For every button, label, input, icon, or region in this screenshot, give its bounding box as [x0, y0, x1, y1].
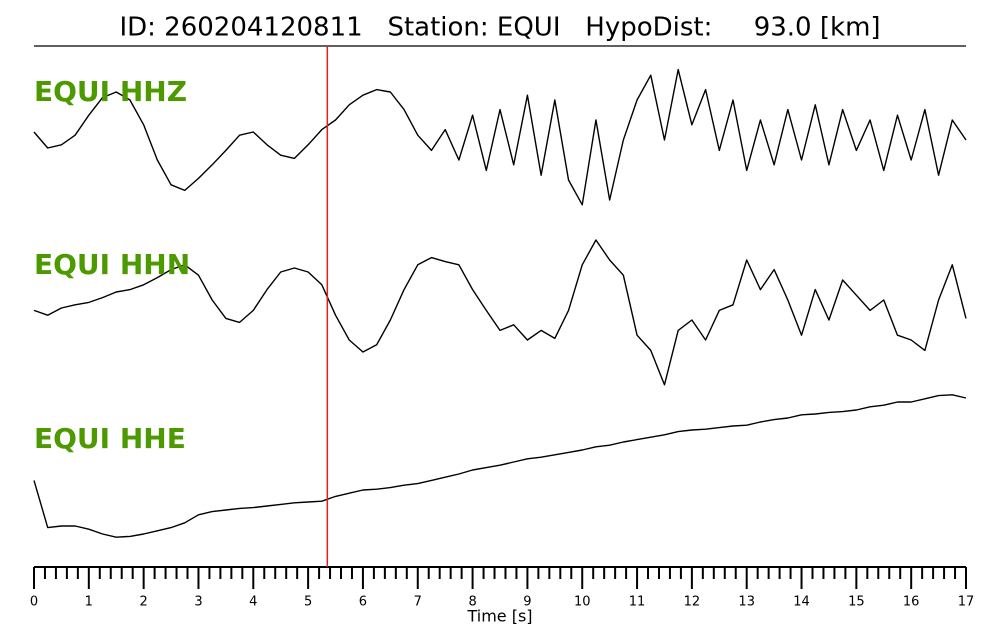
x-tick-label: 5: [304, 595, 312, 610]
x-axis-label: Time [s]: [466, 607, 532, 626]
x-tick-label: 16: [903, 595, 920, 610]
x-tick-label: 3: [194, 595, 202, 610]
x-tick-label: 0: [30, 595, 38, 610]
trace-label: EQUI HHN: [34, 248, 190, 281]
x-tick-label: 7: [414, 595, 422, 610]
x-tick-label: 15: [848, 595, 865, 610]
x-tick-label: 11: [629, 595, 646, 610]
x-tick-label: 13: [738, 595, 755, 610]
trace: [33, 394, 967, 538]
x-tick-label: 10: [574, 595, 591, 610]
x-tick-label: 1: [85, 595, 93, 610]
x-tick-label: 4: [249, 595, 257, 610]
x-tick-label: 17: [958, 595, 975, 610]
x-tick-label: 12: [684, 595, 701, 610]
trace-label: EQUI HHE: [34, 422, 186, 455]
trace-label: EQUI HHZ: [34, 75, 187, 108]
x-tick-label: 2: [140, 595, 148, 610]
x-tick-label: 9: [523, 595, 531, 610]
chart-title: ID: 260204120811 Station: EQUI HypoDist:…: [119, 13, 880, 43]
trace: [33, 68, 967, 206]
x-tick-label: 6: [359, 595, 367, 610]
trace: [33, 239, 967, 386]
x-tick-label: 14: [793, 595, 810, 610]
x-tick-label: 8: [468, 595, 476, 610]
